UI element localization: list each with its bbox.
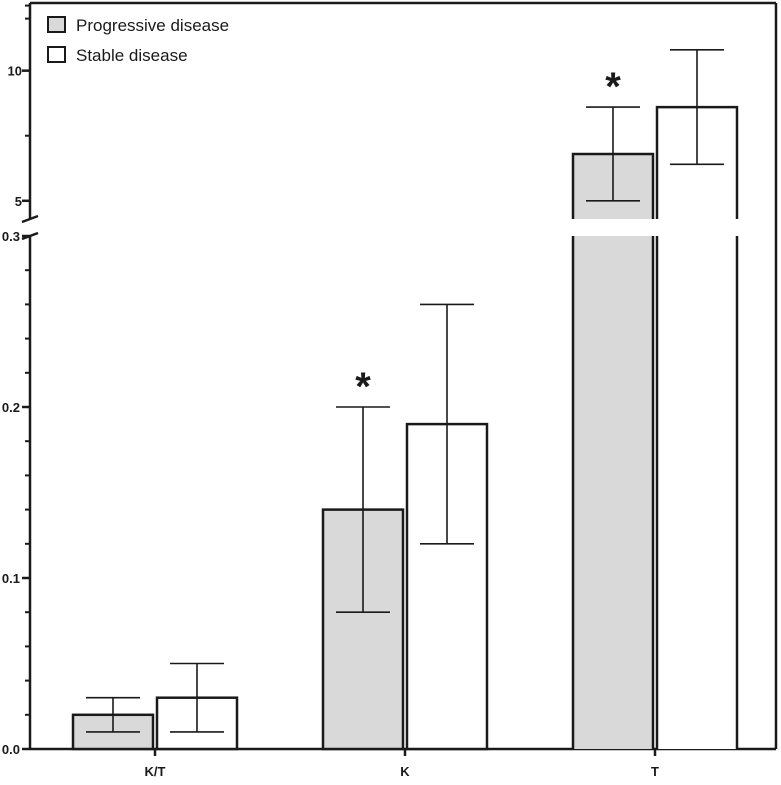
bar-stable-disease-lower <box>657 236 737 749</box>
y-tick-label: 0.0 <box>2 742 20 757</box>
legend-swatch <box>47 46 66 63</box>
y-tick-label: 0.1 <box>2 571 20 586</box>
x-tick-label: K/T <box>145 764 166 779</box>
y-tick-label: 5 <box>15 194 22 209</box>
legend-label: Progressive disease <box>76 16 229 35</box>
y-tick-label: 0.2 <box>2 400 20 415</box>
bar-progressive-disease-lower <box>573 236 653 749</box>
y-tick-label: 0.3 <box>2 229 20 244</box>
y-tick-label: 10 <box>8 64 22 79</box>
legend-swatch <box>47 16 66 33</box>
x-tick-label: T <box>651 764 659 779</box>
axis-break-mark-upper <box>21 214 39 224</box>
x-tick-label: K <box>400 764 410 779</box>
legend-label: Stable disease <box>76 46 188 65</box>
significance-star: * <box>605 65 621 109</box>
significance-star: * <box>355 365 371 409</box>
